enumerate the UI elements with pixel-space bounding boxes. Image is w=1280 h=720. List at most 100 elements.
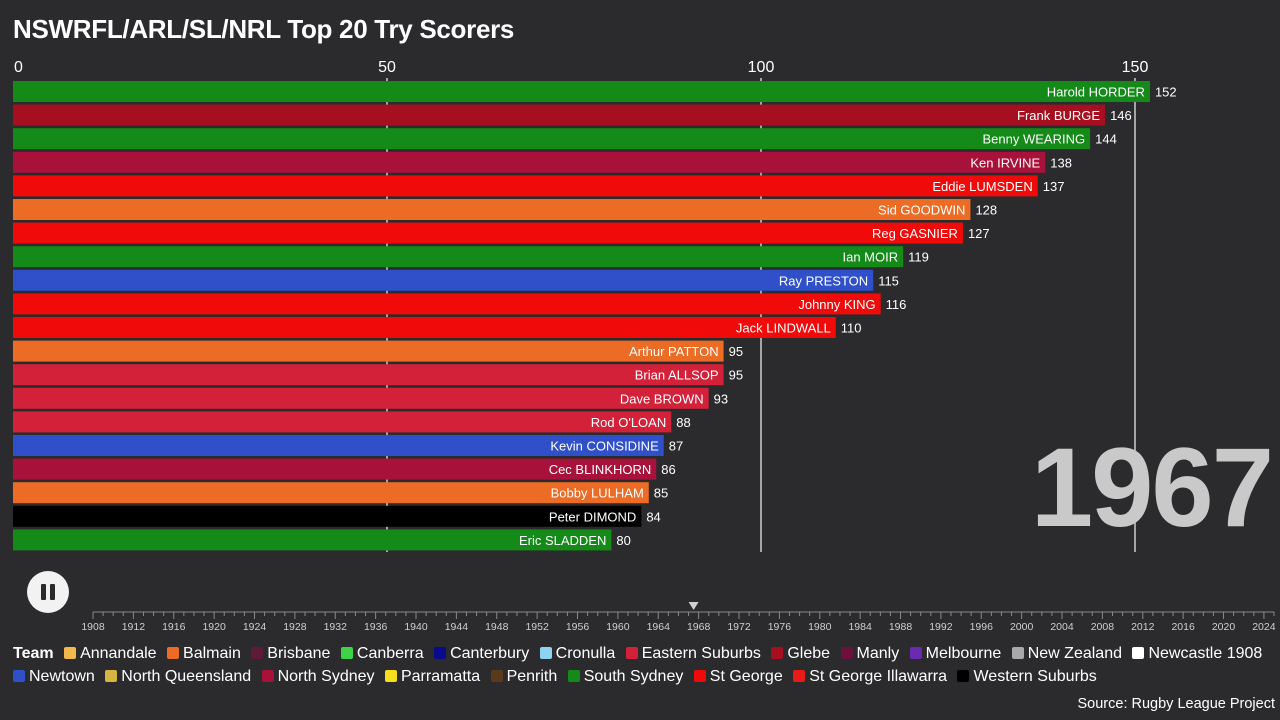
legend-item: Parramatta — [384, 665, 481, 688]
timeline-label: 1984 — [848, 621, 872, 633]
timeline-label: 1972 — [727, 621, 751, 633]
bar-label: Arthur PATTON — [629, 344, 719, 359]
bar-group: Eddie LUMSDEN 137 — [13, 175, 1065, 197]
bar-value: 115 — [878, 273, 899, 288]
legend-swatch — [340, 647, 353, 659]
legend-item: North Sydney — [261, 665, 375, 688]
timeline-label: 1940 — [404, 621, 428, 633]
legend-swatch — [384, 670, 397, 682]
legend-swatch — [909, 647, 922, 659]
bar-group: Rod O'LOAN 88 — [13, 411, 691, 433]
bar-label: Rod O'LOAN — [591, 415, 666, 430]
bar-label: Eric SLADDEN — [519, 533, 606, 548]
pause-icon — [41, 584, 46, 600]
bar — [13, 246, 904, 268]
timeline-label: 1956 — [566, 621, 590, 633]
legend-label: Cronulla — [555, 645, 616, 662]
timeline-label: 2016 — [1171, 621, 1195, 633]
legend-swatch — [957, 670, 970, 682]
legend-label: Canberra — [356, 645, 424, 662]
bar-group: Brian ALLSOP 95 — [13, 364, 743, 386]
bar — [13, 293, 881, 315]
bar-group: Reg GASNIER 127 — [13, 222, 990, 244]
bars-layer: Harold HORDER 152 Frank BURGE 146 Benny WEAR… — [13, 81, 1177, 551]
bar-label: Ian MOIR — [842, 250, 898, 265]
bar-label: Brian ALLSOP — [635, 368, 719, 383]
legend-label: New Zealand — [1027, 645, 1122, 662]
legend-label: Eastern Suburbs — [641, 645, 761, 662]
legend-label: Parramatta — [400, 668, 481, 685]
bar-value: 80 — [616, 533, 630, 548]
bar — [13, 387, 709, 409]
bar — [13, 364, 724, 386]
legend-item: Brisbane — [251, 642, 330, 665]
timeline-label: 1944 — [445, 621, 469, 633]
bar-label: Ken IRVINE — [970, 155, 1040, 170]
legend-label: St George Illawarra — [809, 668, 948, 685]
current-year: 1967 — [1030, 425, 1274, 550]
bar-label: Reg GASNIER — [872, 226, 958, 241]
legend-item: Newtown — [13, 665, 95, 688]
bar-value: 116 — [886, 297, 907, 312]
legend-label: Newtown — [29, 668, 95, 685]
bar — [13, 128, 1091, 150]
timeline-label: 1932 — [324, 621, 348, 633]
x-tick-label: 100 — [748, 59, 775, 76]
timeline-label: 1920 — [202, 621, 226, 633]
bar-value: 138 — [1050, 155, 1072, 170]
bar-group: Peter DIMOND 84 — [13, 505, 661, 527]
legend-title: Team — [13, 645, 54, 662]
legend-swatch — [567, 670, 580, 682]
timeline-label: 2008 — [1091, 621, 1115, 633]
legend-swatch — [771, 647, 784, 659]
legend-swatch — [434, 647, 447, 659]
legend-item: Canberra — [340, 642, 424, 665]
legend-item: St George — [693, 665, 783, 688]
bar — [13, 199, 971, 220]
timeline-label: 2004 — [1050, 621, 1074, 633]
legend-label: North Sydney — [277, 668, 375, 685]
timeline-label: 1936 — [364, 621, 388, 633]
pause-button[interactable] — [27, 571, 69, 613]
bar-value: 86 — [661, 462, 675, 477]
bar — [13, 529, 612, 551]
timeline-label: 2000 — [1010, 621, 1034, 633]
bar-value: 127 — [968, 226, 990, 241]
bar-label: Frank BURGE — [1017, 108, 1100, 123]
legend-label: Melbourne — [925, 645, 1002, 662]
bar-label: Dave BROWN — [620, 391, 704, 406]
timeline-slider[interactable]: 1908 1912 1916 1920 1924 1928 1932 1936 1940 1944… — [0, 598, 1280, 638]
bar-value: 137 — [1043, 179, 1065, 194]
legend: Team Annandale Balmain Brisbane Canberra… — [13, 642, 1275, 688]
bar-value: 128 — [975, 203, 997, 218]
bar — [13, 175, 1038, 197]
legend-item: Glebe — [771, 642, 830, 665]
timeline-label: 1912 — [122, 621, 146, 633]
x-tick-label: 0 — [14, 59, 23, 76]
timeline-label: 1916 — [162, 621, 186, 633]
timeline-label: 1992 — [929, 621, 953, 633]
bar-value: 93 — [714, 391, 728, 406]
timeline-handle[interactable] — [688, 602, 699, 610]
legend-item: Penrith — [490, 665, 557, 688]
legend-item: Western Suburbs — [957, 665, 1097, 688]
bar-group: Ken IRVINE 138 — [13, 151, 1072, 173]
bar-value: 88 — [676, 415, 690, 430]
bar-group: Eric SLADDEN 80 — [13, 529, 631, 551]
bar-label: Eddie LUMSDEN — [932, 179, 1032, 194]
legend-item: Eastern Suburbs — [625, 642, 761, 665]
legend-item: South Sydney — [567, 665, 684, 688]
legend-item: Newcastle 1908 — [1132, 642, 1262, 665]
legend-label: South Sydney — [583, 668, 684, 685]
bar-label: Peter DIMOND — [549, 509, 636, 524]
pause-icon — [50, 584, 55, 600]
bar-group: Johnny KING 116 — [13, 293, 907, 315]
legend-swatch — [1011, 647, 1024, 659]
bar-group: Bobby LULHAM 85 — [13, 482, 668, 504]
bar-label: Johnny KING — [798, 297, 875, 312]
bar-label: Harold HORDER — [1047, 85, 1145, 100]
bar-group: Ian MOIR 119 — [13, 246, 929, 268]
bar — [13, 435, 664, 456]
timeline-label: 1968 — [687, 621, 711, 633]
bar-group: Harold HORDER 152 — [13, 81, 1177, 102]
